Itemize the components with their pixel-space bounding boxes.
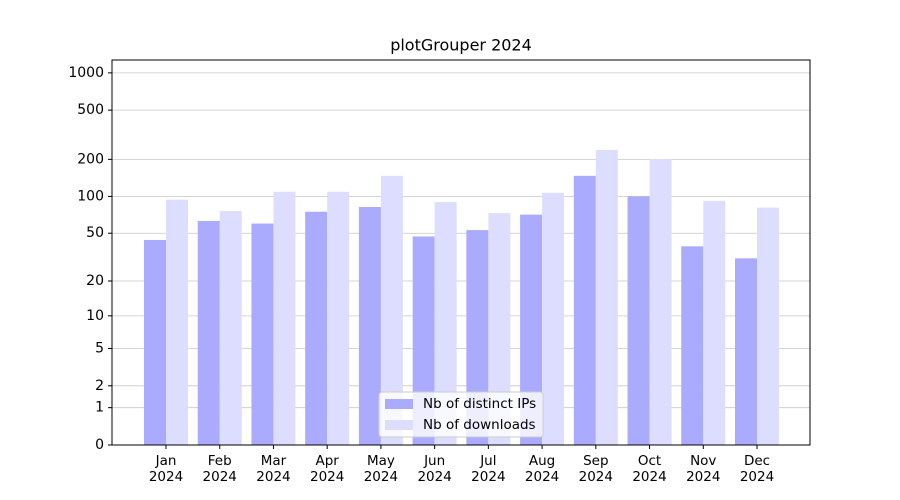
bar bbox=[757, 207, 779, 445]
x-tick-label: Jul 2024 bbox=[471, 453, 506, 485]
x-tick-label: Sep 2024 bbox=[578, 453, 613, 485]
x-tick-label: Dec 2024 bbox=[739, 453, 775, 485]
bar bbox=[703, 200, 726, 445]
y-tick-label: 5 bbox=[95, 340, 104, 356]
bar bbox=[466, 230, 489, 445]
y-tick-label: 2 bbox=[95, 378, 104, 394]
bar bbox=[681, 246, 704, 445]
bar bbox=[273, 191, 296, 445]
x-tick-label: Nov 2024 bbox=[686, 453, 721, 485]
y-tick-label: 200 bbox=[77, 151, 104, 167]
y-tick-label: 1000 bbox=[68, 65, 104, 81]
bar bbox=[573, 175, 596, 445]
x-tick-label: Apr 2024 bbox=[309, 453, 345, 485]
legend-box bbox=[378, 391, 544, 438]
legend-label: Nb of downloads bbox=[423, 417, 536, 433]
bar bbox=[219, 211, 242, 445]
x-tick-label: Aug 2024 bbox=[524, 453, 560, 485]
bar bbox=[434, 202, 457, 445]
bar bbox=[627, 196, 650, 445]
bar bbox=[542, 192, 565, 445]
bar bbox=[380, 175, 403, 445]
legend-swatch bbox=[385, 420, 413, 430]
y-tick-label: 10 bbox=[86, 308, 104, 324]
y-tick-label: 50 bbox=[86, 225, 104, 241]
bar bbox=[649, 159, 672, 445]
bar bbox=[197, 220, 220, 445]
plot-frame bbox=[111, 59, 811, 446]
x-tick-label: Jun 2024 bbox=[417, 453, 452, 485]
legend-swatch bbox=[385, 399, 413, 409]
chart-title: plotGrouper 2024 bbox=[390, 36, 532, 55]
y-tick-label: 100 bbox=[77, 188, 104, 204]
bar bbox=[735, 258, 757, 445]
x-tick-label: Feb 2024 bbox=[202, 453, 237, 485]
bar bbox=[144, 239, 166, 445]
bar bbox=[488, 213, 511, 445]
bar bbox=[358, 206, 381, 445]
y-tick-label: 20 bbox=[86, 273, 104, 289]
bar bbox=[166, 199, 188, 445]
y-tick-label: 1 bbox=[95, 400, 104, 416]
y-tick-label: 0 bbox=[95, 437, 104, 453]
bar bbox=[305, 211, 328, 445]
x-tick-label: Mar 2024 bbox=[256, 453, 291, 485]
x-tick-label: May 2024 bbox=[363, 453, 399, 485]
bar bbox=[520, 214, 543, 445]
y-tick-label: 500 bbox=[77, 102, 104, 118]
bar bbox=[595, 150, 618, 445]
bar bbox=[251, 223, 274, 445]
legend-label: Nb of distinct IPs bbox=[423, 396, 536, 412]
bar bbox=[327, 191, 350, 445]
x-tick-label: Jan 2024 bbox=[148, 453, 184, 485]
x-tick-label: Oct 2024 bbox=[632, 453, 667, 485]
